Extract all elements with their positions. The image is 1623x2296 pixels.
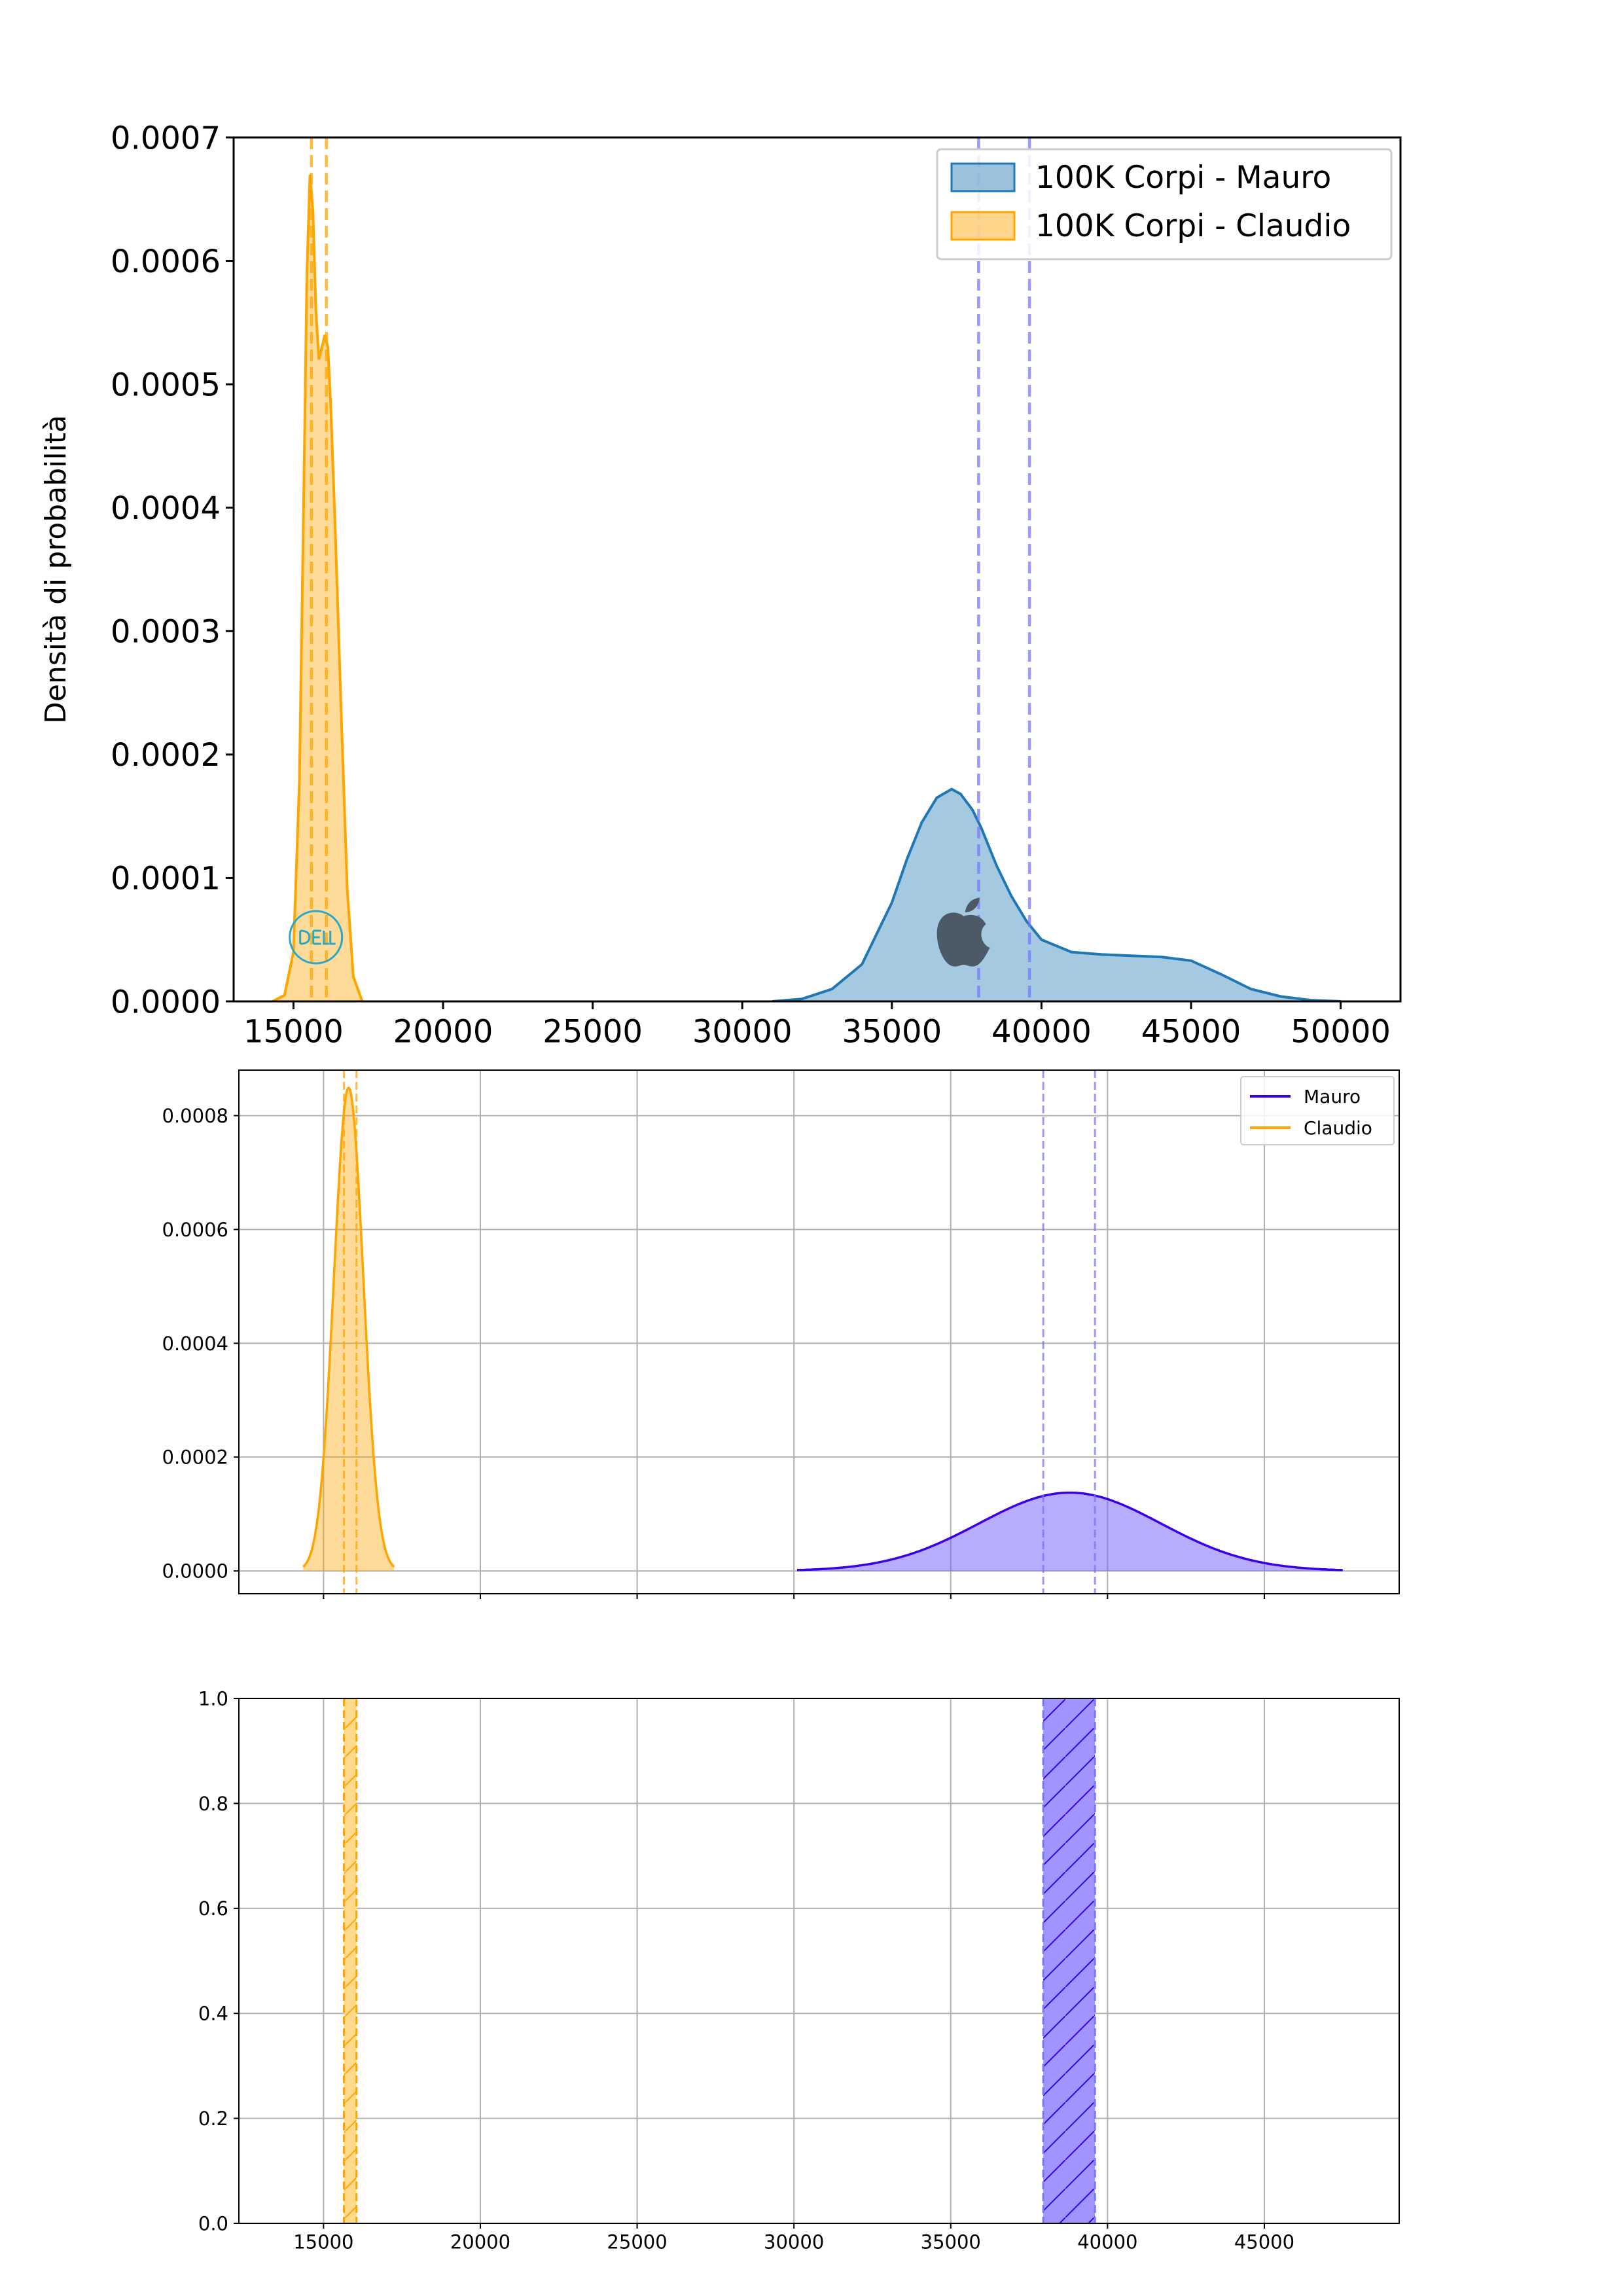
interval-chart-panel: 15000 20000 25000 30000 35000 40000 45000 0.00… (198, 1687, 1400, 2253)
y-tick-label: 0.0 (198, 2212, 228, 2234)
claudio-kde-line (272, 174, 364, 1001)
y-tick-label: 0.0003 (111, 614, 221, 651)
x-tick-label: 15000 (243, 1013, 344, 1050)
y-tick-label: 0.0000 (162, 1560, 228, 1583)
x-axis (323, 1594, 1265, 1599)
apple-logo-icon (936, 898, 990, 967)
y-tick-label: 0.4 (198, 2003, 228, 2025)
legend: 100K Corpi - Mauro 100K Corpi - Claudio (936, 148, 1393, 260)
legend-label-mauro: 100K Corpi - Mauro (1035, 160, 1331, 196)
x-tick-label: 30000 (764, 2231, 824, 2253)
y-axis: 0.0 0.2 0.4 0.6 0.8 1.0 (198, 1687, 239, 2234)
mauro-kde-line (772, 787, 1341, 1001)
mean-lines (343, 1070, 1096, 1594)
y-axis-label: Densità di probabilità (39, 415, 73, 724)
x-axis: 15000 20000 25000 30000 35000 40000 45000 (293, 2223, 1294, 2253)
y-tick-label: 0.0001 (111, 861, 221, 897)
claudio-kde-fill (272, 174, 363, 1001)
y-tick-label: 0.0008 (162, 1105, 228, 1127)
x-tick-label: 20000 (393, 1013, 493, 1050)
y-tick-label: 0.0004 (162, 1333, 228, 1355)
y-tick-label: 0.2 (198, 2108, 228, 2130)
legend-swatch-mauro (950, 162, 1016, 192)
interval-span-claudio (344, 1698, 357, 2223)
plot-area (272, 137, 1341, 1001)
y-tick-label: 1.0 (198, 1687, 228, 1710)
y-tick-label: 0.8 (198, 1793, 228, 1815)
legend-swatch-claudio (950, 211, 1016, 241)
y-axis: 0.0000 0.0001 0.0002 0.0003 0.0004 0.0005 0.00… (111, 120, 234, 1020)
y-tick-label: 0.0006 (111, 243, 221, 280)
y-tick-label: 0.0002 (162, 1446, 228, 1469)
x-tick-label: 35000 (921, 2231, 981, 2253)
mauro-normal-fill (797, 1492, 1343, 1571)
x-tick-label: 50000 (1291, 1013, 1391, 1050)
x-tick-label: 30000 (692, 1013, 793, 1050)
legend-label-mauro: Mauro (1304, 1086, 1361, 1107)
y-tick-label: 0.0000 (111, 984, 221, 1020)
y-tick-label: 0.0002 (111, 737, 221, 774)
x-tick-label: 45000 (1141, 1013, 1241, 1050)
y-tick-label: 0.0007 (111, 120, 221, 156)
y-axis: 0.0000 0.0002 0.0004 0.0006 0.0008 (162, 1105, 239, 1583)
axes-frame (238, 1698, 1400, 2224)
x-tick-label: 20000 (450, 2231, 510, 2253)
normal-fit-chart-panel: 0.0000 0.0002 0.0004 0.0006 0.0008 Mauro Cla… (162, 1069, 1400, 1599)
kde-chart-panel: 15000 20000 25000 30000 35000 40000 45000 50000… (39, 120, 1402, 1050)
x-axis: 15000 20000 25000 30000 35000 40000 45000 50000 (243, 1001, 1391, 1050)
interval-spans (343, 1698, 1096, 2223)
mauro-normal-line (796, 1491, 1343, 1571)
x-tick-label: 35000 (842, 1013, 942, 1050)
x-tick-label: 25000 (543, 1013, 643, 1050)
interval-span-mauro (1043, 1698, 1096, 2223)
legend-label-claudio: 100K Corpi - Claudio (1035, 208, 1351, 244)
axes-frame (238, 1069, 1400, 1594)
dell-logo-icon (289, 910, 344, 965)
x-tick-label: 45000 (1234, 2231, 1294, 2253)
x-tick-label: 40000 (991, 1013, 1092, 1050)
y-tick-label: 0.0005 (111, 367, 221, 403)
mean-lines (310, 137, 1031, 1001)
claudio-normal-line (302, 1086, 395, 1568)
legend-label-claudio: Claudio (1304, 1117, 1372, 1139)
x-tick-label: 15000 (293, 2231, 353, 2253)
grid (239, 1070, 1399, 1594)
legend: Mauro Claudio (1240, 1076, 1395, 1145)
y-tick-label: 0.6 (198, 1897, 228, 1920)
y-tick-label: 0.0006 (162, 1219, 228, 1241)
y-tick-label: 0.0004 (111, 490, 221, 527)
x-tick-label: 25000 (607, 2231, 667, 2253)
claudio-normal-fill (303, 1088, 395, 1571)
axes-frame (232, 136, 1402, 1003)
plot-area (343, 1698, 1096, 2223)
x-tick-label: 40000 (1077, 2231, 1137, 2253)
plot-area (302, 1070, 1343, 1594)
grid (239, 1698, 1399, 2224)
